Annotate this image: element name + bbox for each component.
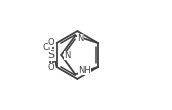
Text: N: N (77, 34, 84, 43)
Text: O: O (48, 38, 55, 47)
Text: O: O (48, 63, 55, 72)
Text: NH: NH (78, 66, 91, 75)
Text: N: N (64, 50, 70, 60)
Text: S: S (48, 50, 55, 60)
Text: Cl: Cl (43, 43, 51, 52)
